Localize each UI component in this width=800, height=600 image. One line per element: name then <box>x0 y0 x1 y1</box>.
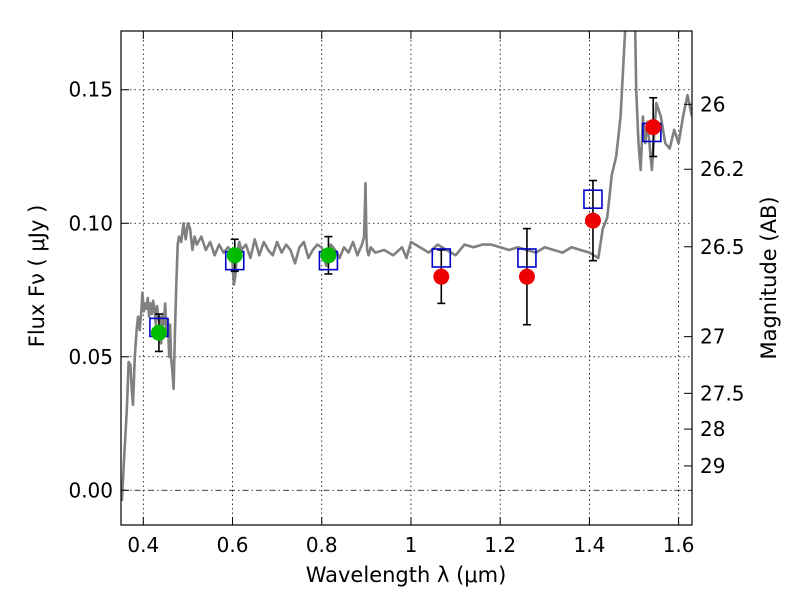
x-axis-title: Wavelength λ (μm) <box>306 563 507 587</box>
right-tick-label: 28 <box>700 417 725 441</box>
observed-data-point <box>518 268 535 285</box>
observed-data-point <box>645 119 662 136</box>
x-tick-label: 0.6 <box>217 533 249 557</box>
right-tick-label: 26 <box>700 92 725 116</box>
x-tick-label: 1.2 <box>484 533 516 557</box>
right-tick-label: 27.5 <box>700 381 745 405</box>
right-tick-label: 26.2 <box>700 157 745 181</box>
right-tick-label: 27 <box>700 325 725 349</box>
x-tick-label: 0.4 <box>127 533 159 557</box>
observed-data-point <box>226 247 243 264</box>
tick-marks <box>121 31 692 525</box>
right-y-axis-title: Magnitude (AB) <box>757 196 781 359</box>
observed-data-point <box>433 268 450 285</box>
model-photometry-point <box>431 248 452 268</box>
observed-photometry-layer <box>150 119 662 341</box>
grid-lines <box>121 31 692 525</box>
y-axis-title: Flux Fν ( μJy ) <box>25 205 49 348</box>
model-spectrum-layer <box>121 31 692 502</box>
y-tick-label: 0.00 <box>68 478 113 502</box>
observed-data-point <box>320 247 337 264</box>
x-tick-label: 1 <box>405 533 418 557</box>
model-photometry-point <box>583 189 603 210</box>
x-tick-label: 0.8 <box>306 533 338 557</box>
y-tick-label: 0.15 <box>68 78 113 102</box>
model-spectrum-line <box>121 31 692 502</box>
plot-frame <box>120 30 693 526</box>
model-photometry-point <box>517 248 537 268</box>
errorbar-layer <box>154 96 658 353</box>
observed-data-point <box>584 212 601 229</box>
y-tick-label: 0.05 <box>68 345 113 369</box>
tick-labels: 0.4 0.6 0.8 1 1.2 1.4 1.6 0.00 0.05 0.10 0.15 26 26.… <box>68 78 744 557</box>
x-tick-label: 1.6 <box>663 533 695 557</box>
y-tick-label: 0.10 <box>68 211 113 235</box>
axes-frame <box>120 30 693 526</box>
observed-data-point <box>150 324 167 341</box>
right-tick-label: 29 <box>700 454 725 478</box>
x-tick-label: 1.4 <box>573 533 605 557</box>
right-tick-label: 26.5 <box>700 235 745 259</box>
model-photometry-layer <box>149 122 662 338</box>
